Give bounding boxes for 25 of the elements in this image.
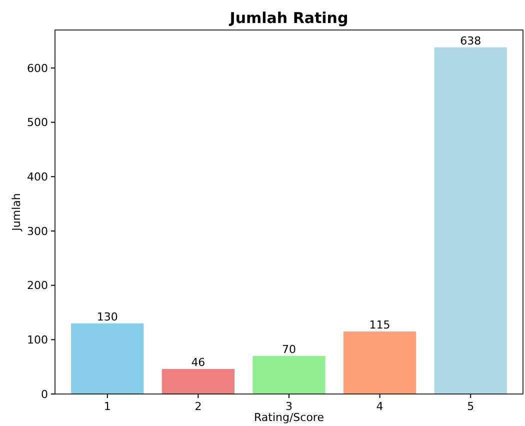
x-axis-title: Rating/Score xyxy=(254,411,324,424)
y-tick-label: 300 xyxy=(27,224,48,238)
chart-title: Jumlah Rating xyxy=(228,9,348,27)
y-tick-label: 0 xyxy=(41,388,48,401)
y-tick-label: 400 xyxy=(27,170,48,184)
data-label: 115 xyxy=(369,318,390,332)
bar xyxy=(343,332,416,394)
y-tick-label: 500 xyxy=(27,116,48,130)
data-label: 70 xyxy=(282,342,296,356)
bar xyxy=(434,47,507,394)
x-tick-label: 5 xyxy=(467,400,474,413)
y-tick-label: 600 xyxy=(27,62,48,75)
x-tick-label: 3 xyxy=(286,400,292,413)
bar xyxy=(162,369,235,394)
bar xyxy=(252,356,326,394)
data-label: 130 xyxy=(96,310,118,324)
x-tick-label: 4 xyxy=(376,400,384,413)
y-tick-label: 100 xyxy=(27,334,48,347)
y-tick-label: 200 xyxy=(27,279,48,292)
data-label: 46 xyxy=(191,356,206,370)
x-tick-label: 2 xyxy=(194,400,202,413)
x-tick-label: 1 xyxy=(104,400,111,413)
data-label: 638 xyxy=(460,34,482,48)
bar xyxy=(71,323,144,394)
y-axis-title: Jumlah xyxy=(10,193,23,232)
